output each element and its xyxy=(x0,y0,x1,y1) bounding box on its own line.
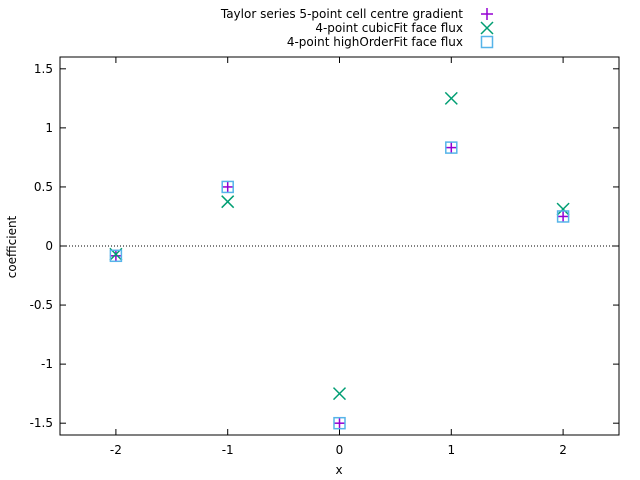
data-point-series-2 xyxy=(556,202,570,216)
data-point-series-3 xyxy=(445,141,458,154)
data-point-series-1 xyxy=(557,210,570,223)
data-point-series-2 xyxy=(221,195,235,209)
y-tick-label: 0 xyxy=(45,239,53,253)
x-axis-label: x xyxy=(335,463,342,477)
data-marks xyxy=(109,91,570,430)
data-point-series-3 xyxy=(333,416,346,430)
legend-label-2: 4-point cubicFit face flux xyxy=(315,21,463,35)
x-tick-label: -2 xyxy=(110,443,122,457)
legend-label-3: 4-point highOrderFit face flux xyxy=(287,35,463,49)
data-point-series-1 xyxy=(221,180,234,193)
x-tick-label: 0 xyxy=(336,443,344,457)
data-point-series-3 xyxy=(221,180,234,194)
legend-label-1: Taylor series 5-point cell centre gradie… xyxy=(220,7,463,21)
y-tick-label: 1.5 xyxy=(34,62,53,76)
y-tick-label: -0.5 xyxy=(30,298,53,312)
y-tick-label: 1 xyxy=(45,121,53,135)
x-tick-label: 1 xyxy=(447,443,455,457)
y-tick-label: -1.5 xyxy=(30,416,53,430)
data-point-series-1 xyxy=(333,417,346,430)
x-tick-label: 2 xyxy=(559,443,567,457)
ticks: -2 -1 0 1 2 -1.5 -1 -0.5 0 0.5 1 1.5 xyxy=(30,57,619,457)
legend: Taylor series 5-point cell centre gradie… xyxy=(220,7,494,49)
y-axis-label: coefficient xyxy=(5,215,19,278)
data-point-series-3 xyxy=(109,249,123,263)
x-tick-label: -1 xyxy=(222,443,234,457)
y-tick-label: 0.5 xyxy=(34,180,53,194)
data-point-series-2 xyxy=(332,387,347,401)
legend-marker-2 xyxy=(480,21,494,35)
legend-marker-1 xyxy=(481,8,493,20)
data-point-series-3 xyxy=(556,210,570,223)
data-point-series-1 xyxy=(109,249,122,262)
legend-marker-3 xyxy=(480,35,494,49)
data-point-series-1 xyxy=(445,141,458,154)
y-tick-label: -1 xyxy=(41,357,53,371)
data-point-series-2 xyxy=(444,91,458,105)
